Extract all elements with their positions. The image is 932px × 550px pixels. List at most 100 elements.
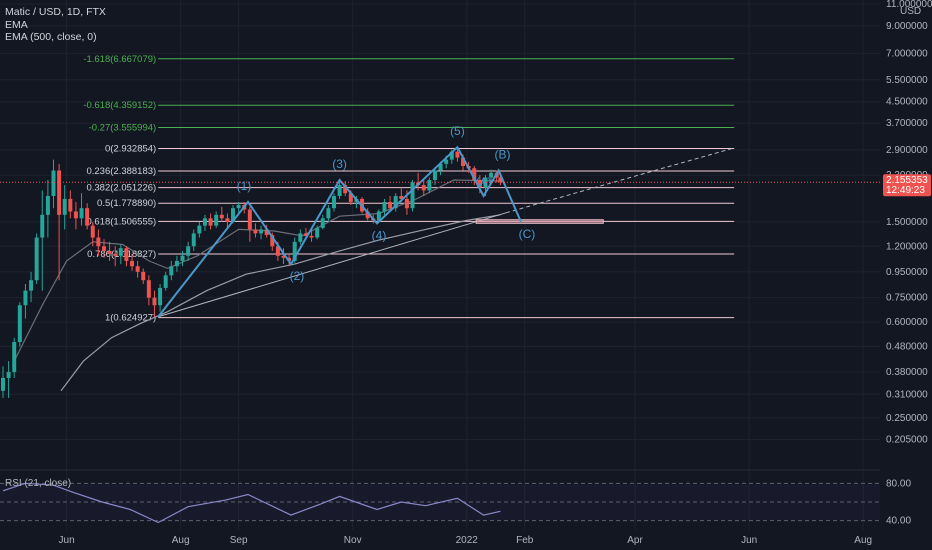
candle-body bbox=[101, 246, 106, 251]
candle bbox=[197, 221, 202, 238]
candle bbox=[259, 225, 264, 240]
price-tick-label: 3.700000 bbox=[886, 118, 928, 129]
rsi-pane: RSI (21, close) 80.00 40.00 bbox=[0, 478, 911, 527]
price-axis-unit: USD bbox=[900, 6, 921, 17]
candle-body bbox=[483, 177, 488, 188]
candle-body bbox=[444, 159, 449, 164]
candle bbox=[247, 206, 252, 242]
candle bbox=[1, 366, 5, 398]
candle bbox=[186, 241, 191, 261]
candle bbox=[101, 239, 106, 258]
candle-body bbox=[51, 170, 56, 197]
ema-500-label[interactable]: EMA (500, close, 0) bbox=[5, 31, 97, 43]
price-tick-label: 0.950000 bbox=[886, 267, 928, 278]
candle bbox=[141, 268, 146, 284]
fib-levels: -1.618(6.667079) -0.618(4.359152) -0.27(3.… bbox=[83, 54, 735, 324]
candle bbox=[40, 190, 45, 291]
candle bbox=[343, 181, 348, 197]
time-tick-label: Jun bbox=[741, 535, 757, 546]
time-tick-label: Sep bbox=[230, 535, 248, 546]
candle-body bbox=[331, 196, 336, 209]
candle bbox=[17, 302, 22, 347]
candle-body bbox=[40, 214, 45, 238]
price-tick-label: 4.500000 bbox=[886, 97, 928, 108]
candle-body bbox=[382, 201, 387, 212]
time-tick-label: Jun bbox=[59, 535, 75, 546]
candle-body bbox=[421, 185, 426, 191]
candle bbox=[174, 255, 179, 272]
candle-body bbox=[231, 208, 236, 222]
candle-body bbox=[57, 170, 62, 215]
candle-body bbox=[320, 218, 325, 228]
fib-label: -0.618(4.359152) bbox=[83, 100, 156, 111]
candle bbox=[382, 198, 387, 215]
candle bbox=[326, 205, 331, 222]
candle-body bbox=[6, 372, 11, 378]
wave-label: (4) bbox=[372, 228, 387, 242]
candle-body bbox=[214, 214, 219, 226]
candle-body bbox=[12, 342, 17, 373]
candle-body bbox=[337, 185, 342, 197]
candle bbox=[152, 290, 157, 317]
candle-body bbox=[135, 266, 140, 272]
candle bbox=[29, 271, 34, 303]
candle-body bbox=[186, 246, 191, 256]
price-tick-label: 5.500000 bbox=[886, 75, 928, 86]
candle-body bbox=[79, 208, 84, 219]
fib-label: 0.618(1.506555) bbox=[86, 216, 156, 227]
candle-body bbox=[404, 198, 409, 209]
price-tick-label: 9.000000 bbox=[886, 21, 928, 32]
time-tick-label: Feb bbox=[516, 535, 534, 546]
candle bbox=[34, 233, 39, 284]
candle bbox=[124, 246, 129, 267]
wave-label: (5) bbox=[450, 124, 465, 138]
candle-body bbox=[1, 377, 5, 391]
candle bbox=[73, 201, 78, 230]
price-tick-label: 7.000000 bbox=[886, 48, 928, 59]
candle-body bbox=[208, 218, 213, 226]
candle-body bbox=[399, 196, 404, 199]
candle-body bbox=[23, 290, 28, 306]
candle bbox=[90, 221, 95, 247]
candle-body bbox=[17, 305, 22, 343]
candle bbox=[388, 196, 393, 210]
candle bbox=[309, 229, 314, 242]
ema-label[interactable]: EMA bbox=[5, 18, 28, 31]
candle-body bbox=[287, 257, 292, 261]
candle bbox=[135, 260, 140, 278]
price-tick-label: 1.200000 bbox=[886, 241, 928, 252]
candle-body bbox=[202, 218, 207, 226]
candle bbox=[68, 190, 73, 219]
candle bbox=[6, 361, 11, 398]
candle-body bbox=[259, 229, 264, 234]
candle-body bbox=[197, 225, 202, 234]
candle-body bbox=[141, 271, 146, 281]
candle bbox=[180, 250, 185, 267]
last-price-value: 2.155353 bbox=[886, 175, 928, 186]
candle-body bbox=[303, 233, 308, 236]
candle-body bbox=[68, 198, 73, 212]
price-tick-label: 0.310000 bbox=[886, 389, 928, 400]
candle bbox=[376, 209, 381, 222]
candle-body bbox=[90, 225, 95, 238]
fib-label: 0(2.932854) bbox=[105, 144, 156, 155]
symbol-title[interactable]: Matic / USD, 1D, FTX bbox=[5, 6, 106, 18]
wave-label: (2) bbox=[290, 269, 305, 283]
time-tick-label: Nov bbox=[344, 535, 362, 546]
last-price-countdown: 12:49:23 bbox=[886, 185, 925, 196]
time-tick-label: Aug bbox=[854, 535, 872, 546]
candle-body bbox=[73, 211, 78, 219]
fib-label: 0.236(2.388183) bbox=[86, 166, 156, 177]
candle bbox=[410, 180, 415, 212]
candle bbox=[130, 253, 135, 271]
candle-body bbox=[163, 275, 168, 288]
candle-body bbox=[393, 196, 398, 209]
candle-body bbox=[107, 250, 112, 254]
candle-body bbox=[427, 180, 432, 191]
candle-body bbox=[34, 237, 39, 281]
candle bbox=[85, 203, 90, 230]
candle bbox=[57, 163, 62, 281]
candle-body bbox=[498, 177, 503, 183]
candle bbox=[427, 177, 432, 194]
